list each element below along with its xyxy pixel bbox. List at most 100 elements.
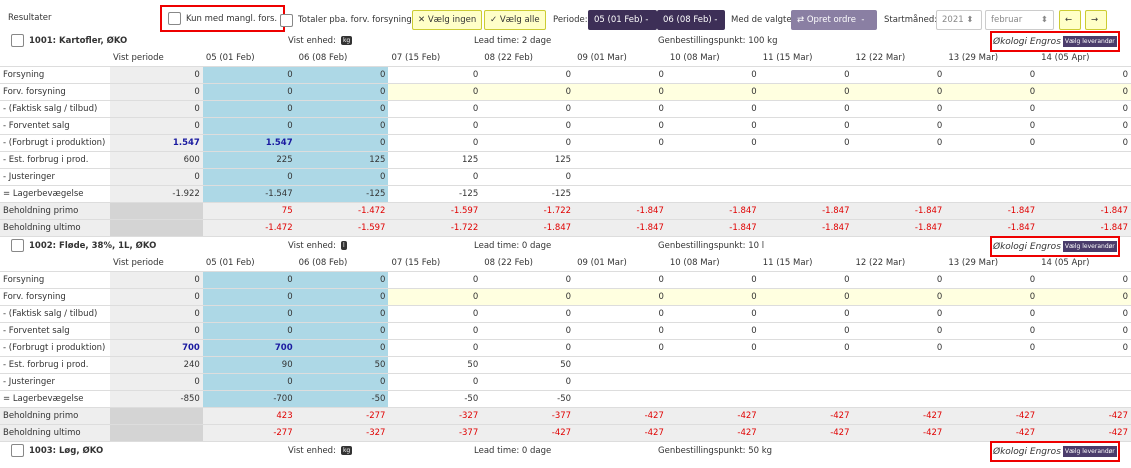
cell: 423	[202, 407, 296, 425]
month-select[interactable]: februar ⬍	[985, 10, 1054, 30]
cell: 0	[481, 339, 575, 357]
cell: 0	[852, 117, 946, 135]
cell: -850	[110, 390, 203, 408]
product-name[interactable]: 1001: Kartofler, ØKO	[11, 33, 127, 48]
only-missing-checkbox[interactable]: Kun med mangl. fors.	[160, 5, 286, 32]
cell: 0	[110, 322, 203, 340]
cell: 0	[574, 305, 667, 323]
period-from[interactable]: 05 (01 Feb) -	[588, 10, 657, 30]
lead-time: Lead time: 2 dage	[474, 35, 552, 46]
next-button[interactable]: →	[1085, 10, 1107, 30]
data-row: - (Forbrugt i produktion) 1.547 1.547 0 0 0 0 0…	[0, 134, 1131, 152]
supplier: Økologi Engros Vælg leverandør	[990, 236, 1120, 257]
column-header: 14 (05 Apr)	[1038, 254, 1131, 272]
totals-checkbox[interactable]: Totaler pba. forv. forsyning	[280, 10, 412, 30]
row-label: Forv. forsyning	[0, 288, 110, 306]
cell: 50	[388, 356, 482, 374]
cell: 0	[110, 66, 203, 84]
cell	[574, 373, 667, 391]
cell: -50	[481, 390, 575, 408]
data-row: - (Faktisk salg / tilbud) 0 0 0 0 0 0 0 0 0 0 0	[0, 305, 1131, 323]
choose-supplier-button[interactable]: Vælg leverandør	[1062, 36, 1117, 47]
label: februar	[991, 15, 1023, 25]
period-label: Periode:	[553, 15, 588, 25]
row-label: - Forventet salg	[0, 117, 110, 135]
product-table: Vist periode 05 (01 Feb) 06 (08 Feb) 07 (15…	[0, 49, 1131, 237]
cell	[1038, 390, 1131, 408]
cell: 0	[388, 271, 482, 289]
cell	[110, 424, 203, 442]
cell: -1.472	[295, 202, 389, 220]
select-all-button[interactable]: ✓ Vælg alle	[484, 10, 546, 30]
column-header: 06 (08 Feb)	[295, 49, 389, 67]
cell: 0	[202, 100, 296, 118]
cell: 0	[574, 66, 667, 84]
cell: -427	[1038, 424, 1131, 442]
column-header: 07 (15 Feb)	[388, 254, 482, 272]
row-label: = Lagerbevægelse	[0, 185, 110, 203]
choose-supplier-button[interactable]: Vælg leverandør	[1062, 241, 1117, 252]
prev-button[interactable]: ←	[1059, 10, 1081, 30]
cell: -1.847	[574, 202, 667, 220]
cell: -427	[574, 424, 667, 442]
data-row: - Est. forbrug i prod. 600 225 125 125 125	[0, 151, 1131, 169]
cell: -1.847	[574, 219, 667, 237]
supplier-name: Økologi Engros	[993, 36, 1061, 47]
data-row: - Justeringer 0 0 0 0 0	[0, 373, 1131, 391]
cell: 50	[295, 356, 389, 374]
cell: -427	[481, 424, 575, 442]
select-none-button[interactable]: ✕ Vælg ingen	[412, 10, 483, 30]
cell: 0	[945, 117, 1039, 135]
cell: 0	[295, 100, 389, 118]
cell	[666, 168, 760, 186]
column-header: 12 (22 Mar)	[852, 254, 946, 272]
product-name[interactable]: 1002: Fløde, 38%, 1L, ØKO	[11, 238, 156, 253]
cell: 0	[202, 305, 296, 323]
row-label: Beholdning ultimo	[0, 219, 110, 237]
cell: 0	[852, 322, 946, 340]
cell: 0	[202, 373, 296, 391]
unit-label: Vist enhed:	[288, 240, 336, 251]
cell: -125	[388, 185, 482, 203]
cell	[852, 151, 946, 169]
cell: 0	[574, 83, 667, 101]
column-header: 06 (08 Feb)	[295, 254, 389, 272]
period-to[interactable]: 06 (08 Feb) -	[657, 10, 725, 30]
cell: 0	[666, 288, 760, 306]
cell: 0	[1038, 117, 1131, 135]
cell: -427	[852, 407, 946, 425]
cell: 0	[295, 373, 389, 391]
cell: 0	[1038, 83, 1131, 101]
data-row: Forv. forsyning 0 0 0 0 0 0 0 0 0 0 0	[0, 83, 1131, 101]
cell: 0	[481, 288, 575, 306]
label: 05 (01 Feb)	[594, 15, 643, 25]
column-header: 08 (22 Feb)	[481, 49, 575, 67]
cell: 0	[759, 134, 853, 152]
cell: 0	[759, 271, 853, 289]
cell	[574, 185, 667, 203]
results: 1001: Kartofler, ØKO Vist enhed: kg Lead ti…	[0, 31, 1131, 462]
product-name[interactable]: 1003: Løg, ØKO	[11, 443, 103, 458]
cell: -427	[1038, 407, 1131, 425]
cell: 0	[481, 322, 575, 340]
unit: Vist enhed: kg	[288, 33, 353, 48]
cell	[945, 185, 1039, 203]
year-select[interactable]: 2021 ⬍	[936, 10, 982, 30]
cell	[759, 185, 853, 203]
cell: 0	[481, 168, 575, 186]
cell: 125	[295, 151, 389, 169]
cell: 0	[852, 100, 946, 118]
choose-supplier-button[interactable]: Vælg leverandør	[1062, 446, 1117, 457]
row-label: Beholdning ultimo	[0, 424, 110, 442]
cell: -427	[759, 407, 853, 425]
cell: 0	[945, 339, 1039, 357]
cell: 0	[574, 322, 667, 340]
cell: -427	[945, 407, 1039, 425]
cell: 0	[110, 100, 203, 118]
row-label: Beholdning primo	[0, 407, 110, 425]
create-order-button[interactable]: ⇄ Opret ordre -	[791, 10, 877, 30]
cell: -377	[481, 407, 575, 425]
cell	[1038, 373, 1131, 391]
cell: 0	[388, 117, 482, 135]
unit: Vist enhed: kg	[288, 443, 353, 458]
